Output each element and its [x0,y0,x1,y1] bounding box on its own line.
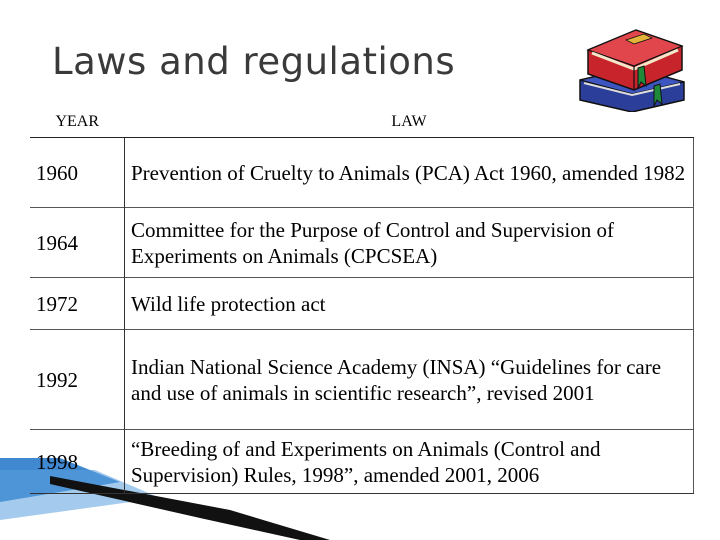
laws-table: YEAR LAW 1960 Prevention of Cruelty to A… [30,107,694,494]
year-cell: 1992 [30,329,125,430]
law-cell: “Breeding of and Experiments on Animals … [124,429,694,494]
law-cell: Indian National Science Academy (INSA) “… [124,329,694,430]
table-row: 1960 Prevention of Cruelty to Animals (P… [30,137,694,208]
law-cell: Wild life protection act [124,277,694,330]
table-header-row: YEAR LAW [30,107,694,138]
table-row: 1998 “Breeding of and Experiments on Ani… [30,429,694,494]
table-row: 1992 Indian National Science Academy (IN… [30,329,694,430]
table-row: 1972 Wild life protection act [30,277,694,330]
stack-of-books-icon [579,29,685,112]
year-cell: 1972 [30,277,125,330]
year-cell: 1998 [30,429,125,494]
law-cell: Prevention of Cruelty to Animals (PCA) A… [124,137,694,208]
table-row: 1964 Committee for the Purpose of Contro… [30,207,694,278]
law-cell: Committee for the Purpose of Control and… [124,207,694,278]
year-cell: 1964 [30,207,125,278]
column-header-law: LAW [124,107,694,138]
page-title: Laws and regulations [52,40,456,83]
column-header-year: YEAR [30,107,125,138]
year-cell: 1960 [30,137,125,208]
